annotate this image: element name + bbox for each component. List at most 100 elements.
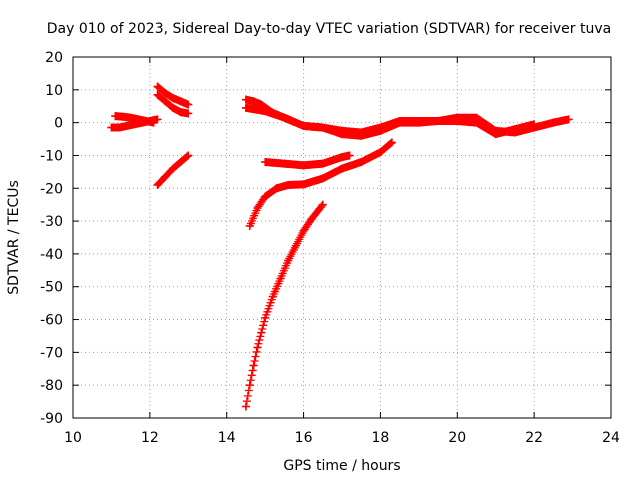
- data-point: [122, 121, 131, 130]
- y-tick-label: -60: [40, 313, 63, 329]
- data-point: [241, 103, 250, 112]
- data-point: [261, 313, 270, 322]
- x-tick-label: 18: [372, 430, 390, 446]
- data-point: [268, 292, 277, 301]
- x-tick-label: 24: [602, 430, 620, 446]
- data-point: [299, 180, 308, 189]
- data-point: [245, 222, 254, 231]
- data-point: [261, 107, 270, 116]
- plot-frame: [72, 56, 612, 419]
- data-point: [376, 126, 385, 135]
- x-axis-label: GPS time / hours: [283, 458, 400, 474]
- data-point: [280, 113, 289, 122]
- data-point: [257, 328, 266, 337]
- series-arc-5: [241, 103, 539, 140]
- data-point: [299, 161, 308, 170]
- data-point: [345, 151, 354, 160]
- data-point: [176, 158, 185, 167]
- data-point: [153, 90, 162, 99]
- data-point: [118, 112, 127, 121]
- data-point: [414, 118, 423, 127]
- plot-border: [72, 56, 612, 419]
- data-point: [161, 97, 170, 106]
- data-point: [284, 180, 293, 189]
- data-point: [318, 174, 327, 183]
- data-point: [149, 118, 158, 127]
- series-arc-2a: [153, 82, 193, 109]
- y-tick-label: 10: [45, 83, 63, 99]
- chart-title: Day 010 of 2023, Sidereal Day-to-day VTE…: [47, 21, 611, 37]
- data-point: [176, 97, 185, 106]
- data-point: [261, 192, 270, 201]
- series-arc-6: [261, 151, 354, 170]
- data-point: [168, 103, 177, 112]
- data-point: [153, 180, 162, 189]
- data-point: [291, 241, 300, 250]
- data-point: [338, 130, 346, 139]
- data-point: [510, 125, 519, 134]
- y-axis-label: SDTVAR / TECUs: [6, 180, 22, 295]
- data-point: [184, 151, 193, 160]
- data-point: [161, 172, 170, 181]
- data-point: [168, 94, 177, 103]
- data-point: [126, 113, 135, 122]
- data-point: [168, 164, 177, 173]
- data-point: [115, 123, 124, 132]
- data-point: [176, 108, 185, 117]
- data-point: [249, 97, 258, 106]
- x-tick-label: 10: [64, 430, 82, 446]
- data-point: [376, 148, 385, 157]
- data-point: [184, 100, 193, 109]
- data-point: [261, 158, 270, 167]
- data-point: [357, 158, 366, 167]
- y-tick-label: -50: [40, 280, 63, 296]
- data-point: [249, 361, 258, 370]
- axis-ticks: 10 12 14 16 18 20 22 24 -90 -80 -70 -60 -50 -40 -30 -20…: [40, 50, 620, 446]
- data-point: [472, 118, 481, 127]
- data-point: [318, 159, 327, 168]
- data-point: [284, 256, 293, 265]
- x-tick-label: 20: [448, 430, 466, 446]
- series-arc-1b: [111, 112, 158, 127]
- grid-lines: [73, 57, 611, 418]
- data-point: [299, 226, 308, 235]
- y-tick-label: 20: [45, 50, 63, 66]
- series-arc-8: [241, 200, 327, 411]
- data-point: [111, 112, 120, 121]
- series-arc-2b: [153, 90, 193, 118]
- data-point: [530, 120, 539, 129]
- data-point: [357, 131, 366, 140]
- series-arc-3: [153, 151, 193, 189]
- y-tick-label: 0: [54, 116, 63, 132]
- data-point: [453, 116, 462, 125]
- y-tick-label: -90: [40, 411, 63, 427]
- data-point: [253, 343, 262, 352]
- data-point: [395, 118, 404, 127]
- data-point: [161, 89, 170, 98]
- y-tick-label: -10: [40, 148, 63, 164]
- x-tick-label: 22: [525, 430, 543, 446]
- data-point: [338, 153, 346, 162]
- data-point: [241, 95, 250, 104]
- series-arc-7: [245, 138, 396, 231]
- data-point: [272, 184, 281, 193]
- data-point: [434, 116, 443, 125]
- data-point: [564, 115, 573, 124]
- data-point: [241, 402, 250, 411]
- data-point: [549, 118, 558, 127]
- y-tick-label: -80: [40, 378, 63, 394]
- data-point: [142, 116, 151, 125]
- x-tick-label: 16: [295, 430, 313, 446]
- x-tick-label: 14: [218, 430, 236, 446]
- y-tick-label: -20: [40, 181, 63, 197]
- y-tick-label: -30: [40, 214, 63, 230]
- y-tick-label: -70: [40, 345, 63, 361]
- data-point: [107, 123, 116, 132]
- data-point: [134, 115, 143, 124]
- data-point: [276, 274, 285, 283]
- data-point: [280, 159, 289, 168]
- data-point: [307, 215, 316, 224]
- data-point: [253, 203, 262, 212]
- data-point: [387, 138, 396, 147]
